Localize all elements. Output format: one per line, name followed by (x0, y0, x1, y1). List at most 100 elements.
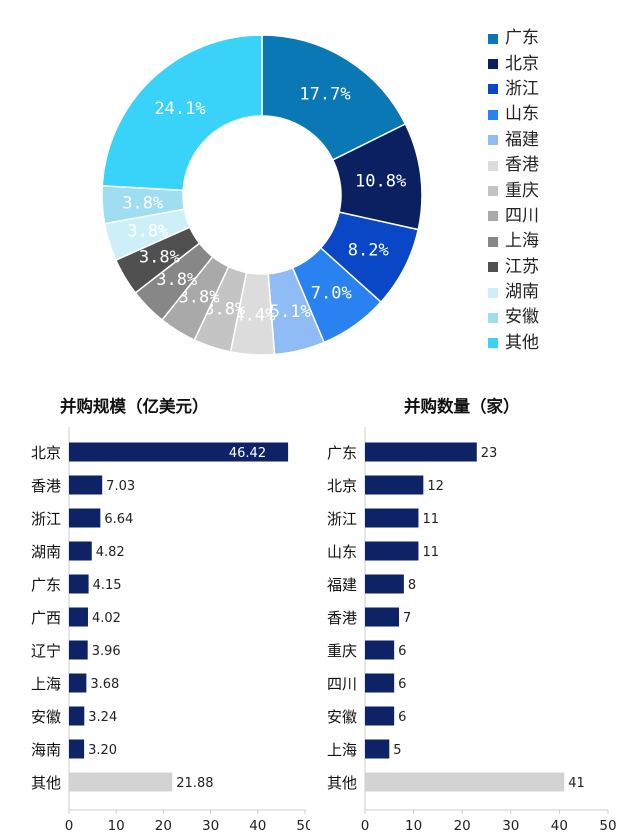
bar-其他 (365, 772, 565, 792)
bar-广东 (365, 442, 477, 462)
bar-北京 (365, 475, 424, 495)
bar-海南 (69, 739, 85, 759)
category-label: 湖南 (31, 543, 61, 561)
legend-swatch (488, 160, 498, 171)
bar-value-label: 6 (398, 710, 406, 725)
legend-item: 湖南 (488, 280, 628, 305)
legend-item: 四川 (488, 204, 628, 229)
donut-slice-其他 (101, 34, 263, 192)
legend-swatch (488, 236, 498, 247)
donut-slice-广东 (261, 34, 407, 161)
donut-slice-label: 3.8% (139, 247, 180, 267)
donut-slice-label: 3.8% (122, 193, 163, 213)
legend-swatch (488, 186, 498, 197)
bar-安徽 (69, 706, 85, 726)
legend-swatch (488, 109, 498, 120)
bar-value-label: 12 (427, 479, 444, 494)
bar-其他 (69, 772, 173, 792)
donut-legend: 广东 北京 浙江 山东 福建 香港 重庆 四川 上海 江苏 湖南 安徽 其他 (488, 26, 628, 356)
bar-value-label: 4.82 (96, 545, 125, 560)
bar-湖南 (69, 541, 92, 561)
legend-swatch (488, 211, 498, 222)
bar-value-label: 21.88 (176, 776, 213, 791)
category-label: 福建 (327, 576, 357, 594)
legend-item: 上海 (488, 229, 628, 254)
bar-value-label: 41 (568, 776, 585, 791)
legend-label: 北京 (505, 53, 539, 74)
bar-value-label: 6 (398, 644, 406, 659)
legend-swatch (488, 84, 498, 95)
legend-label: 上海 (505, 231, 539, 252)
legend-item: 重庆 (488, 178, 628, 203)
bar-value-label: 3.20 (88, 743, 117, 758)
legend-label: 重庆 (505, 180, 539, 201)
bar-北京 (69, 442, 289, 462)
bar-value-label: 8 (408, 578, 416, 593)
legend-label: 其他 (505, 332, 539, 353)
donut-slice-label: 3.8% (127, 221, 168, 241)
bar-value-label: 11 (422, 545, 439, 560)
category-label: 北京 (31, 444, 61, 462)
donut-chart: 17.7%10.8%8.2%7.0%5.1%4.4%3.8%3.8%3.8%3.… (101, 34, 423, 356)
x-tick-label: 40 (249, 818, 266, 834)
x-tick-label: 50 (296, 818, 310, 834)
legend-item: 其他 (488, 331, 628, 356)
category-label: 四川 (327, 675, 357, 693)
category-label: 浙江 (31, 510, 61, 528)
category-label: 香港 (31, 477, 61, 495)
donut-slice-label: 4.4% (234, 305, 275, 325)
bar-value-label: 4.02 (92, 611, 121, 626)
donut-slice-label: 3.8% (179, 288, 220, 308)
legend-label: 广东 (505, 28, 539, 49)
legend-swatch (488, 59, 498, 70)
donut-slice-label: 5.1% (270, 302, 311, 322)
bar-value-label: 3.24 (88, 710, 117, 725)
legend-swatch (488, 262, 498, 273)
bar-山东 (365, 541, 419, 561)
legend-item: 北京 (488, 51, 628, 76)
x-tick-label: 30 (502, 818, 519, 834)
legend-label: 福建 (505, 129, 539, 150)
bar-value-label: 46.42 (229, 446, 266, 461)
legend-item: 安徽 (488, 305, 628, 330)
bar-value-label: 7.03 (106, 479, 135, 494)
x-tick-label: 0 (65, 818, 74, 834)
bar-广东 (69, 574, 89, 594)
merger-scale-title: 并购规模（亿美元） (60, 396, 209, 416)
category-label: 广西 (31, 609, 61, 627)
bar-value-label: 6.64 (104, 512, 133, 527)
x-tick-label: 10 (405, 818, 422, 834)
category-label: 辽宁 (31, 642, 61, 660)
bar-value-label: 11 (422, 512, 439, 527)
donut-slice-label: 17.7% (299, 84, 350, 104)
legend-item: 广东 (488, 26, 628, 51)
category-label: 其他 (31, 774, 61, 792)
x-tick-label: 0 (361, 818, 370, 834)
category-label: 上海 (31, 675, 61, 693)
x-tick-label: 10 (108, 818, 125, 834)
legend-swatch (488, 338, 498, 349)
legend-label: 山东 (505, 104, 539, 125)
category-label: 香港 (327, 609, 357, 627)
bar-香港 (365, 607, 400, 627)
bar-福建 (365, 574, 404, 594)
merger-count-title: 并购数量（家） (404, 396, 520, 416)
category-label: 浙江 (327, 510, 357, 528)
bar-香港 (69, 475, 103, 495)
x-tick-label: 20 (454, 818, 471, 834)
legend-swatch (488, 287, 498, 298)
legend-swatch (488, 135, 498, 146)
bar-重庆 (365, 640, 395, 660)
donut-slice-label: 8.2% (348, 241, 389, 261)
category-label: 山东 (327, 543, 357, 561)
category-label: 其他 (327, 774, 357, 792)
bar-value-label: 4.15 (93, 578, 122, 593)
legend-swatch (488, 312, 498, 323)
x-tick-label: 40 (551, 818, 568, 834)
category-label: 重庆 (327, 642, 357, 660)
legend-item: 浙江 (488, 77, 628, 102)
donut-slice-label: 10.8% (355, 172, 406, 192)
legend-item: 香港 (488, 153, 628, 178)
merger-count-bar-chart: 并购数量（家） 0 10 20 30 40 50 广东 23 北京 12 浙江 11 山东 11 福建 8 香港… (327, 396, 617, 834)
legend-item: 山东 (488, 102, 628, 127)
